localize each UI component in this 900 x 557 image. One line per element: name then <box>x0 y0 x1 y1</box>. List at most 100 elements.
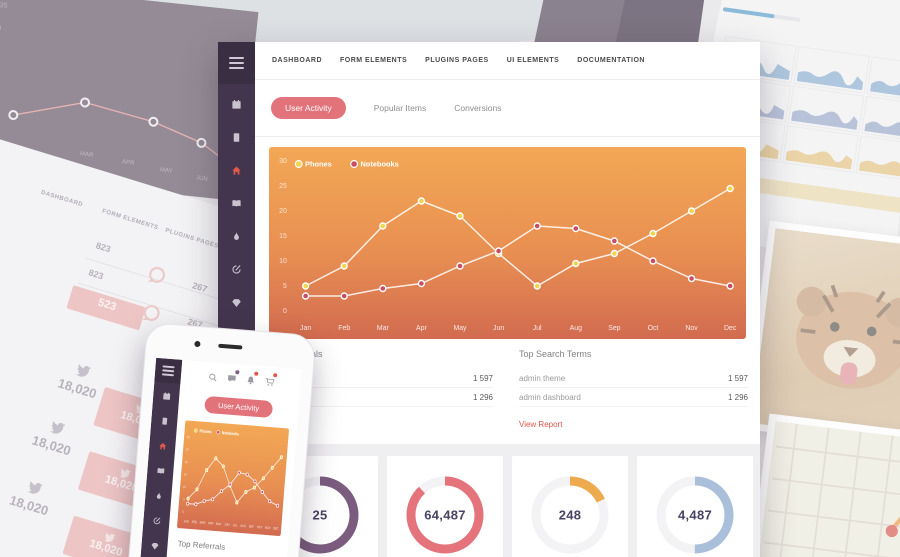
calendar-icon[interactable] <box>152 384 180 409</box>
bg-number: 18,020 <box>7 492 51 519</box>
tablet-icon[interactable] <box>218 125 255 150</box>
view-report-link[interactable]: View Report <box>519 420 563 429</box>
nav-item-ui-elements[interactable]: UI ELEMENTS <box>506 57 560 64</box>
bg-tiger-photo <box>743 220 900 454</box>
svg-text:FEB: FEB <box>192 520 197 525</box>
stat-value: 25 <box>312 507 328 523</box>
phone-line-chart: 0 5 10 15 20 25 30 JAN FEB MAR APR MAY JUN JUL AUG SEP O… <box>176 420 290 537</box>
phone-screen: User Activity 0 5 10 15 20 25 30 JAN FEB MAR APR MA… <box>136 357 302 557</box>
svg-text:Notebooks: Notebooks <box>222 430 240 437</box>
svg-text:Nov: Nov <box>685 325 698 332</box>
edit-icon[interactable] <box>143 508 171 533</box>
svg-text:JUN: JUN <box>224 522 229 527</box>
svg-text:Phones: Phones <box>199 428 211 435</box>
desktop-dashboard-window: DASHBOARD FORM ELEMENTS PLUGINS PAGES UI… <box>218 42 760 557</box>
bg-progress-bar <box>722 7 801 22</box>
bg-twitter-icon <box>47 417 67 437</box>
stat-value: 64,487 <box>424 507 466 523</box>
svg-text:MAY: MAY <box>216 521 222 526</box>
main-content: DASHBOARD FORM ELEMENTS PLUGINS PAGES UI… <box>255 42 760 557</box>
svg-text:10: 10 <box>183 484 186 489</box>
diamond-icon[interactable] <box>141 533 169 557</box>
bg-twitter-icon <box>73 360 93 380</box>
svg-text:Notebooks: Notebooks <box>360 160 398 169</box>
svg-text:Jan: Jan <box>300 325 311 332</box>
svg-text:Phones: Phones <box>305 160 332 169</box>
menu-icon[interactable] <box>218 42 255 84</box>
book-icon[interactable] <box>146 459 174 484</box>
chat-icon[interactable] <box>226 368 241 389</box>
search-term-row: admin theme 1 597 <box>519 369 748 388</box>
flame-icon[interactable] <box>218 224 255 249</box>
svg-text:AUG: AUG <box>240 523 246 528</box>
search-term-label: admin theme <box>519 373 566 383</box>
svg-text:APR: APR <box>208 521 214 526</box>
svg-text:DEC: DEC <box>273 526 279 531</box>
svg-text:Feb: Feb <box>338 325 350 332</box>
search-term-row: admin dashboard 1 296 <box>519 388 748 407</box>
lists-section: Top Referrals 1 597 1 296 Top Search Ter… <box>255 345 760 432</box>
svg-text:30: 30 <box>279 158 287 165</box>
svg-text:30: 30 <box>187 435 190 440</box>
tab-popular-items[interactable]: Popular Items <box>373 103 427 113</box>
svg-text:5: 5 <box>283 283 287 290</box>
stat-card-donut: 4,487 <box>637 456 753 557</box>
svg-text:15: 15 <box>184 472 187 477</box>
search-icon[interactable] <box>207 369 218 388</box>
referral-value: 1 296 <box>472 392 493 402</box>
nav-item-dashboard[interactable]: DASHBOARD <box>272 57 322 64</box>
svg-text:OCT: OCT <box>257 525 263 530</box>
phone-speaker <box>218 343 243 350</box>
tab-user-activity[interactable]: User Activity <box>204 395 273 419</box>
stat-value: 4,487 <box>677 507 713 523</box>
svg-text:Dec: Dec <box>724 325 737 332</box>
referral-row: 1 296 <box>269 388 493 407</box>
home-icon[interactable] <box>148 434 176 459</box>
svg-text:Sep: Sep <box>608 325 620 332</box>
menu-icon[interactable] <box>154 357 183 384</box>
bg-menu-label: FORM ELEMENTS <box>101 208 160 232</box>
phone-mockup: User Activity 0 5 10 15 20 25 30 JAN FEB MAR APR MA… <box>123 322 317 557</box>
phone-top-referrals-title: Top Referrals <box>177 539 226 552</box>
bg-number: 18,020 <box>30 432 73 459</box>
nav-item-form-elements[interactable]: FORM ELEMENTS <box>340 57 408 64</box>
svg-text:5: 5 <box>183 497 185 502</box>
flame-icon[interactable] <box>145 483 173 508</box>
top-search-terms-panel: Top Search Terms admin theme 1 597 admin… <box>507 345 760 432</box>
search-term-value: 1 597 <box>727 373 748 383</box>
edit-icon[interactable] <box>218 257 255 282</box>
svg-text:15: 15 <box>279 233 287 240</box>
cart-icon[interactable] <box>263 371 278 392</box>
svg-text:Oct: Oct <box>648 325 659 332</box>
tab-conversions[interactable]: Conversions <box>454 103 502 113</box>
bell-icon[interactable] <box>244 370 260 391</box>
bg-number: 823 <box>87 267 105 282</box>
phone-tab-row: User Activity <box>178 392 299 419</box>
nav-item-plugins-pages[interactable]: PLUGINS PAGES <box>425 57 489 64</box>
stat-value: 248 <box>558 507 582 523</box>
search-term-value: 1 296 <box>727 392 748 402</box>
stat-card-donut: 64,487 <box>387 456 503 557</box>
tab-user-activity[interactable]: User Activity <box>271 97 346 119</box>
calendar-icon[interactable] <box>218 92 255 117</box>
referral-value: 1 597 <box>472 373 493 383</box>
bg-menu-label: PLUGINS PAGES <box>164 227 220 250</box>
diamond-icon[interactable] <box>218 290 255 315</box>
svg-text:20: 20 <box>185 460 188 465</box>
svg-text:0: 0 <box>283 308 287 315</box>
book-icon[interactable] <box>218 191 255 216</box>
bg-menu-label: DASHBOARD <box>40 189 84 209</box>
svg-text:SEP: SEP <box>249 524 254 529</box>
tablet-icon[interactable] <box>150 409 178 434</box>
bg-twitter-icon <box>25 477 45 497</box>
svg-text:30: 30 <box>0 24 2 32</box>
home-icon[interactable] <box>218 158 255 183</box>
referral-row: 1 597 <box>269 369 493 388</box>
bg-number: 18,020 <box>56 375 99 402</box>
bg-map-panel <box>748 413 900 557</box>
svg-text:25: 25 <box>279 183 287 190</box>
bg-number: 267 <box>191 280 209 295</box>
svg-text:Apr: Apr <box>416 325 427 332</box>
nav-item-documentation[interactable]: DOCUMENTATION <box>577 57 645 64</box>
